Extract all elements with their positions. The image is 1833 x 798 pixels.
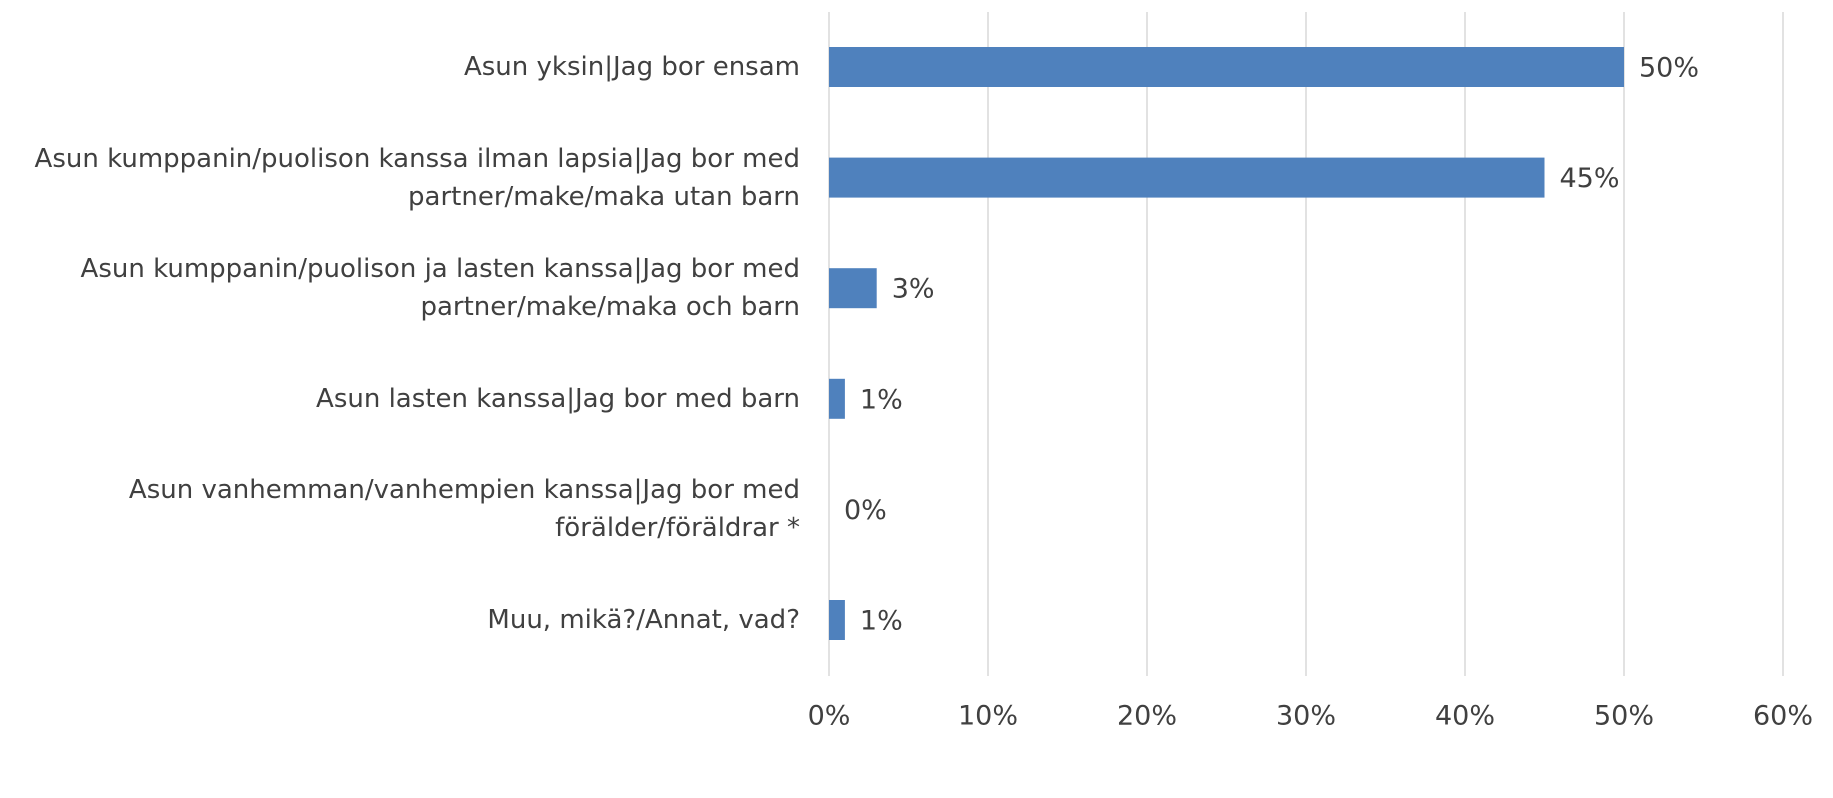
bar: [829, 47, 1624, 87]
bar: [829, 379, 845, 419]
bar: [829, 600, 845, 640]
value-label: 45%: [1560, 163, 1620, 194]
bar: [829, 268, 877, 308]
category-label: Muu, mikä?/Annat, vad?: [8, 601, 800, 639]
x-tick-label: 10%: [958, 701, 1018, 732]
category-label: Asun yksin|Jag bor ensam: [8, 48, 800, 86]
category-label: Asun kumppanin/puolison kanssa ilman lap…: [8, 140, 800, 216]
category-label: Asun kumppanin/puolison ja lasten kanssa…: [8, 250, 800, 326]
x-tick-label: 50%: [1594, 701, 1654, 732]
value-label: 50%: [1639, 53, 1699, 84]
bar: [829, 158, 1545, 198]
value-label: 1%: [860, 384, 903, 415]
x-tick-label: 0%: [808, 701, 851, 732]
value-label: 0%: [844, 495, 887, 526]
x-tick-label: 40%: [1435, 701, 1495, 732]
value-label: 1%: [860, 606, 903, 637]
category-label: Asun lasten kanssa|Jag bor med barn: [8, 380, 800, 418]
x-tick-label: 60%: [1753, 701, 1813, 732]
x-tick-label: 20%: [1117, 701, 1177, 732]
chart: 0% 10% 20% 30% 40% 50% 60% 50% 45% 3% 1% 0% 1% Asun …: [0, 0, 1833, 798]
category-label: Asun vanhemman/vanhempien kanssa|Jag bor…: [8, 471, 800, 547]
value-label: 3%: [892, 274, 935, 305]
x-tick-label: 30%: [1276, 701, 1336, 732]
